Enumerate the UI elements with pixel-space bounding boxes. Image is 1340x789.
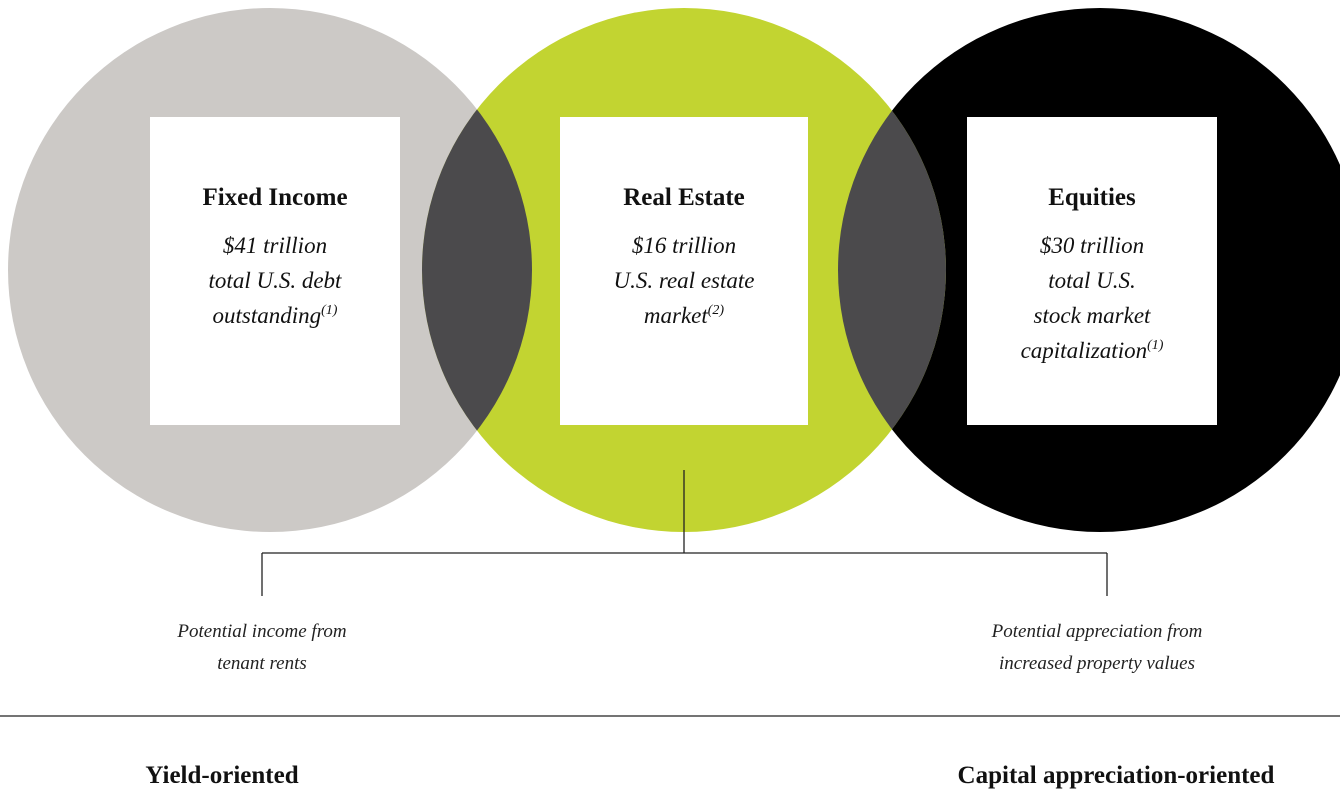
circle-title: Equities (1048, 184, 1136, 211)
circle-text: $41 trillion (223, 233, 327, 258)
line-text: $16 trillion (632, 233, 736, 258)
footnote: (1) (1147, 338, 1164, 353)
circle-text: U.S. real estate (614, 268, 755, 293)
box (150, 117, 400, 425)
note: increased property values (999, 653, 1195, 674)
bottom-label: Capital appreciation-oriented (958, 762, 1275, 789)
note: tenant rents (217, 653, 307, 674)
note: Potential appreciation from (991, 621, 1203, 642)
circle-text: market(2) (644, 303, 725, 328)
circle-text: outstanding(1) (213, 303, 338, 328)
circle-text: total U.S. (1048, 268, 1136, 293)
circle-text: $16 trillion (632, 233, 736, 258)
circle-title: Fixed Income (202, 184, 347, 211)
line-text: total U.S. debt (209, 268, 342, 293)
bottom-label: Yield-oriented (145, 762, 298, 789)
footnote: (2) (708, 303, 725, 318)
box (967, 117, 1217, 425)
footnote: (1) (321, 303, 338, 318)
line-text: $30 trillion (1040, 233, 1144, 258)
box (560, 117, 808, 425)
line-text: market (644, 303, 708, 328)
line-text: capitalization (1021, 338, 1148, 363)
circle-text: capitalization(1) (1021, 338, 1164, 363)
line-text: U.S. real estate (614, 268, 755, 293)
circle-title: Real Estate (623, 184, 745, 211)
line-text: total U.S. (1048, 268, 1136, 293)
circle-text: stock market (1034, 303, 1151, 328)
note: Potential income from (176, 621, 346, 642)
circle-text: $30 trillion (1040, 233, 1144, 258)
bracket (261, 470, 1108, 596)
line-text: stock market (1034, 303, 1151, 328)
line-text: outstanding (213, 303, 322, 328)
circle-text: total U.S. debt (209, 268, 342, 293)
line-text: $41 trillion (223, 233, 327, 258)
